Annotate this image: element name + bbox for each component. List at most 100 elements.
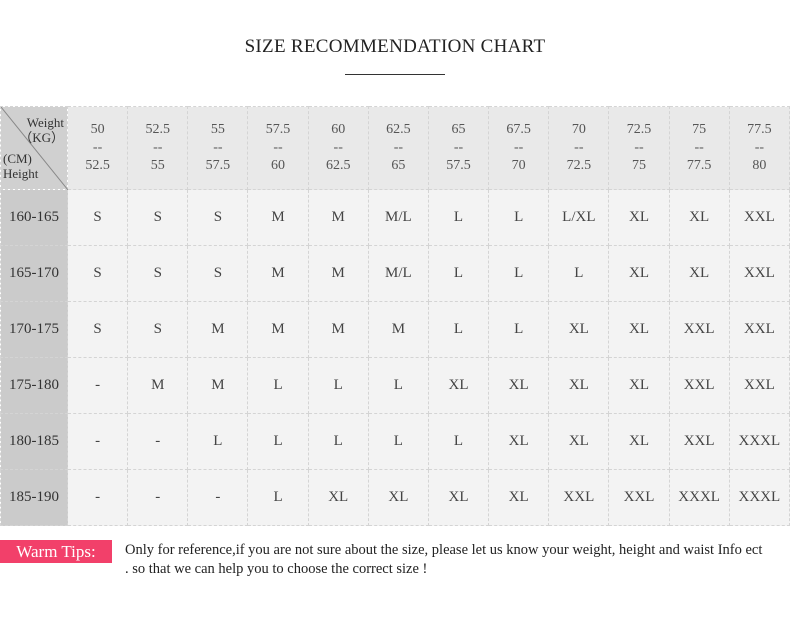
weight-separator: --: [153, 140, 163, 155]
size-cell: XXL: [728, 301, 790, 358]
size-cell: XL: [668, 245, 730, 302]
size-cell: -: [66, 357, 129, 414]
weight-to: 77.5: [686, 158, 712, 173]
warm-tips-label: Warm Tips:: [0, 540, 112, 563]
size-table: Weight （KG） (CM) Height 50 -- 52.5 52.5 -- 55 55 --…: [0, 106, 790, 526]
table-row: 175-180- M M L L L XL XL XL XL XXL XXL: [0, 357, 790, 414]
size-cell: S: [187, 189, 249, 246]
weight-separator: --: [514, 140, 524, 155]
weight-unit: （KG）: [19, 130, 64, 145]
weight-separator: --: [273, 140, 283, 155]
weight-from: 52.5: [145, 122, 170, 137]
weight-to: 70: [511, 158, 526, 173]
size-cell: XL: [367, 469, 429, 526]
size-cell: L: [427, 189, 490, 246]
height-range: 160-165: [0, 189, 68, 246]
size-cell: XL: [488, 413, 550, 470]
weight-to: 75: [631, 158, 646, 173]
size-cell: XXL: [668, 357, 730, 414]
size-cell: XL: [488, 469, 550, 526]
height-range: 170-175: [0, 301, 68, 358]
size-cell: XXL: [728, 245, 790, 302]
size-cell: XL: [548, 413, 610, 470]
size-cell: L: [427, 301, 490, 358]
size-cell: -: [66, 413, 129, 470]
weight-range-header: 67.5 -- 70: [488, 106, 550, 190]
weight-from: 72.5: [626, 122, 652, 137]
weight-separator: --: [92, 140, 103, 155]
size-cell: L: [488, 245, 550, 302]
table-row: 160-165 S S S M M M/L L L L/XL XL XL XXL: [0, 189, 790, 246]
weight-separator: --: [754, 140, 765, 155]
weight-separator: --: [393, 140, 404, 155]
weight-separator: --: [574, 140, 584, 155]
size-cell: -: [127, 469, 189, 526]
weight-to: 62.5: [325, 158, 351, 173]
size-cell: -: [66, 469, 129, 526]
size-cell: XL: [427, 357, 490, 414]
height-range: 175-180: [0, 357, 68, 414]
weight-range-header: 50 -- 52.5: [66, 106, 129, 190]
weight-range-header: 62.5 -- 65: [367, 106, 429, 190]
height-unit: (CM): [3, 151, 32, 166]
weight-range-header: 70 -- 72.5: [548, 106, 610, 190]
size-cell: XXL: [668, 413, 730, 470]
weight-label: Weight: [26, 115, 64, 130]
weight-to: 57.5: [446, 158, 471, 173]
weight-range-header: 77.5 -- 80: [728, 106, 790, 190]
size-cell: -: [187, 469, 249, 526]
size-cell: M: [187, 301, 249, 358]
size-cell: XL: [608, 413, 670, 470]
weight-to: 72.5: [566, 158, 592, 173]
weight-header-row: Weight （KG） (CM) Height 50 -- 52.5 52.5 -- 55 55 --…: [0, 106, 790, 190]
size-cell: M: [367, 301, 429, 358]
size-cell: L: [307, 413, 369, 470]
weight-range-header: 72.5 -- 75: [608, 106, 670, 190]
size-cell: S: [127, 301, 189, 358]
size-cell: M/L: [367, 189, 429, 246]
size-cell: XXL: [728, 189, 790, 246]
size-cell: M: [247, 189, 309, 246]
chart-title: SIZE RECOMMENDATION CHART: [244, 36, 546, 57]
size-cell: L: [548, 245, 610, 302]
weight-range-header: 55 -- 57.5: [187, 106, 249, 190]
height-range: 180-185: [0, 413, 68, 470]
size-cell: L: [367, 413, 429, 470]
weight-from: 65: [451, 122, 466, 137]
weight-separator: --: [453, 140, 464, 155]
size-cell: XL: [548, 301, 610, 358]
size-cell: XL: [608, 301, 670, 358]
size-cell: S: [127, 189, 189, 246]
weight-separator: --: [333, 140, 343, 155]
weight-to: 80: [752, 158, 767, 173]
size-cell: XL: [608, 189, 670, 246]
table-row: 170-175 S S M M M M L L XL XL XXL XXL: [0, 301, 790, 358]
size-cell: XL: [427, 469, 490, 526]
size-cell: XXXL: [668, 469, 730, 526]
weight-to: 57.5: [205, 158, 231, 173]
size-cell: M: [307, 245, 369, 302]
size-cell: L: [488, 189, 550, 246]
weight-range-header: 52.5 -- 55: [127, 106, 189, 190]
weight-separator: --: [213, 140, 223, 155]
size-cell: XXXL: [728, 469, 790, 526]
weight-to: 55: [150, 158, 165, 173]
size-cell: L: [247, 469, 309, 526]
size-cell: XXL: [668, 301, 730, 358]
weight-to: 52.5: [85, 158, 110, 173]
size-cell: -: [127, 413, 189, 470]
size-cell: S: [127, 245, 189, 302]
weight-to: 60: [271, 158, 286, 173]
size-cell: M: [127, 357, 189, 414]
size-cell: XXL: [548, 469, 610, 526]
weight-range-header: 75 -- 77.5: [668, 106, 730, 190]
size-cell: XL: [488, 357, 550, 414]
size-cell: S: [66, 189, 129, 246]
size-cell: L: [367, 357, 429, 414]
size-cell: XL: [608, 357, 670, 414]
size-cell: M/L: [367, 245, 429, 302]
size-cell: XXL: [608, 469, 670, 526]
size-cell: XXL: [728, 357, 790, 414]
height-label: Height: [3, 166, 39, 181]
size-cell: M: [307, 301, 369, 358]
